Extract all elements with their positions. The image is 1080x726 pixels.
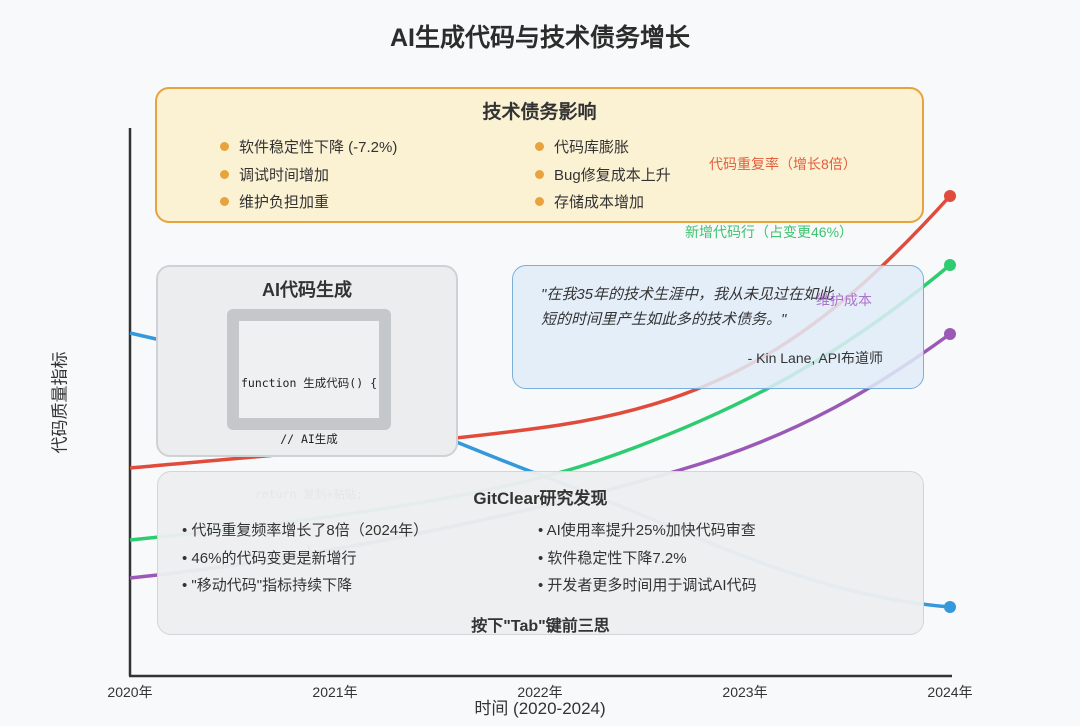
impact-item: 软件稳定性下降 (-7.2%) bbox=[220, 133, 397, 161]
quote-author: - Kin Lane, API布道师 bbox=[747, 350, 883, 366]
bullet-dot-icon bbox=[220, 169, 229, 179]
finding-item: • 46%的代码变更是新增行 bbox=[182, 549, 357, 567]
ai-gen-heading: AI代码生成 bbox=[262, 280, 352, 300]
gitclear-footer: 按下"Tab"键前三思 bbox=[471, 618, 610, 635]
gitclear-heading: GitClear研究发现 bbox=[473, 489, 608, 508]
finding-item: • 软件稳定性下降7.2% bbox=[538, 549, 687, 567]
tech-debt-impact-panel: 技术债务影响 软件稳定性下降 (-7.2%) 调试时间增加 维护负担加重 代码库… bbox=[155, 87, 924, 223]
impact-item: 维护负担加重 bbox=[220, 188, 397, 216]
y-axis-label: 代码质量指标 bbox=[50, 351, 70, 454]
series-end-marker-maintenance bbox=[944, 328, 956, 340]
x-tick-2024: 2024年 bbox=[927, 684, 973, 700]
bullet-dot-icon bbox=[220, 197, 229, 207]
series-end-marker-duplication bbox=[944, 190, 956, 202]
code-line: // AI生成 bbox=[280, 431, 338, 446]
series-end-marker-new-lines bbox=[944, 259, 956, 271]
series-label-maintenance: 维护成本 bbox=[816, 292, 872, 308]
gitclear-list-right: • AI使用率提升25%加快代码审查 • 软件稳定性下降7.2% • 开发者更多… bbox=[538, 516, 757, 599]
bullet-dot-icon bbox=[220, 142, 229, 152]
gitclear-list-left: • 代码重复频率增长了8倍（2024年） • 46%的代码变更是新增行 • "移… bbox=[182, 516, 428, 599]
quote-panel: "在我35年的技术生涯中，我从未见过在如此 短的时间里产生如此多的技术债务。" … bbox=[512, 265, 924, 389]
series-end-marker-moving-code bbox=[944, 601, 956, 613]
impact-list-right: 代码库膨胀 Bug修复成本上升 存储成本增加 bbox=[535, 133, 671, 216]
gitclear-findings-panel: GitClear研究发现 • 代码重复频率增长了8倍（2024年） • 46%的… bbox=[157, 471, 924, 635]
x-tick-2023: 2023年 bbox=[722, 684, 768, 700]
code-snippet-frame: function 生成代码() { // AI生成 return 复制+粘贴; … bbox=[227, 309, 391, 557]
impact-item: 调试时间增加 bbox=[220, 161, 397, 189]
x-tick-2020: 2020年 bbox=[107, 684, 153, 700]
x-tick-2021: 2021年 bbox=[312, 684, 358, 700]
impact-heading: 技术债务影响 bbox=[482, 102, 597, 123]
ai-code-generation-panel: AI代码生成 function 生成代码() { // AI生成 return … bbox=[156, 265, 458, 557]
chart-title: AI生成代码与技术债务增长 bbox=[389, 24, 690, 52]
impact-list-left: 软件稳定性下降 (-7.2%) 调试时间增加 维护负担加重 bbox=[220, 133, 397, 216]
finding-item: • 开发者更多时间用于调试AI代码 bbox=[538, 577, 757, 595]
quote-text: "在我35年的技术生涯中，我从未见过在如此 短的时间里产生如此多的技术债务。" bbox=[541, 286, 834, 328]
finding-item: • 代码重复频率增长了8倍（2024年） bbox=[182, 522, 429, 540]
impact-item: 存储成本增加 bbox=[535, 188, 671, 216]
finding-item: • AI使用率提升25%加快代码审查 bbox=[538, 522, 756, 540]
bullet-dot-icon bbox=[535, 169, 544, 179]
impact-item: Bug修复成本上升 bbox=[535, 161, 671, 189]
series-label-new-lines: 新增代码行（占变更46%） bbox=[685, 224, 854, 240]
x-tick-2022: 2022年 bbox=[517, 684, 563, 700]
bullet-dot-icon bbox=[535, 197, 544, 207]
x-axis-label: 时间 (2020-2024) bbox=[474, 699, 606, 718]
finding-item: • "移动代码"指标持续下降 bbox=[182, 577, 353, 595]
impact-item: 代码库膨胀 bbox=[535, 133, 671, 161]
bullet-dot-icon bbox=[535, 142, 544, 152]
series-label-duplication: 代码重复率（增长8倍） bbox=[709, 156, 857, 172]
code-line: function 生成代码() { bbox=[240, 376, 377, 390]
